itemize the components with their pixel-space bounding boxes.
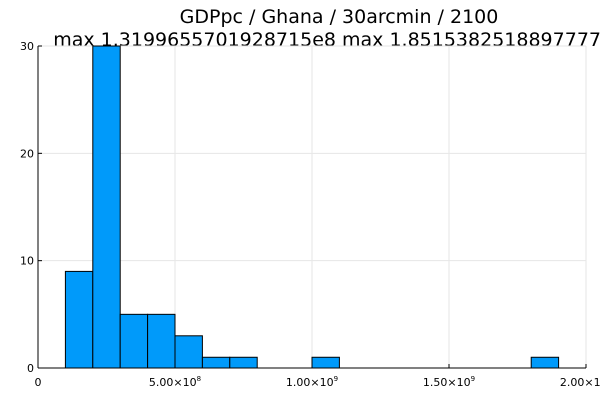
x-tick-mantissa: 1.00×10 — [286, 376, 334, 389]
x-tick-label: 0 — [35, 376, 42, 389]
histogram-bar-6 — [201, 356, 231, 369]
chart-title: GDPpc / Ghana / 30arcmin / 2100 — [180, 6, 499, 28]
x-tick-label: 1.50×109 — [423, 375, 475, 389]
histogram-bar-2 — [92, 45, 121, 369]
histogram-bar-8 — [311, 356, 340, 369]
y-tick-label: 20 — [20, 147, 34, 160]
y-tick-label: 10 — [20, 255, 34, 268]
x-tick-label: 1.00×109 — [286, 375, 338, 389]
histogram-bars — [64, 45, 560, 369]
histogram-bar-3 — [119, 313, 149, 369]
x-tick-label: 2.00×109 — [560, 375, 600, 389]
y-axis-ticks: 0 10 20 30 — [20, 40, 42, 375]
x-tick-exponent: 9 — [471, 375, 475, 383]
x-tick-exponent: 9 — [334, 375, 338, 383]
x-tick-exponent: 8 — [197, 375, 201, 383]
histogram-bar-1 — [64, 270, 94, 369]
y-tick-label: 0 — [27, 362, 34, 375]
x-tick-label: 5.00×108 — [149, 375, 201, 389]
histogram-bar-9 — [530, 356, 560, 369]
x-tick-mantissa: 5.00×10 — [149, 376, 197, 389]
x-tick-mantissa: 0 — [35, 376, 42, 389]
chart-subtitle: max 1.3199655701928715e8 max 1.851538251… — [53, 29, 600, 51]
histogram-bar-7 — [229, 356, 258, 369]
histogram-bar-5 — [174, 335, 203, 369]
y-tick-label: 30 — [20, 40, 34, 53]
histogram-bar-4 — [147, 313, 176, 369]
x-tick-mantissa: 2.00×10 — [560, 376, 600, 389]
x-tick-mantissa: 1.50×10 — [423, 376, 471, 389]
